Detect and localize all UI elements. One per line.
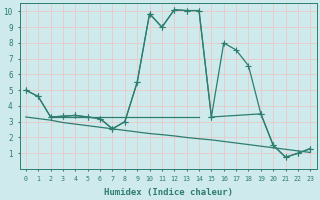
X-axis label: Humidex (Indice chaleur): Humidex (Indice chaleur) xyxy=(104,188,233,197)
